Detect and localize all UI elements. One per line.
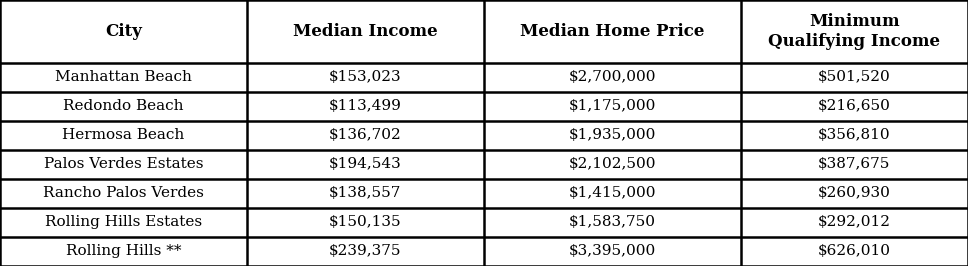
Text: $1,583,750: $1,583,750: [569, 215, 655, 229]
Text: $138,557: $138,557: [329, 186, 402, 200]
Text: Palos Verdes Estates: Palos Verdes Estates: [44, 157, 203, 171]
Text: $194,543: $194,543: [329, 157, 402, 171]
Text: $387,675: $387,675: [818, 157, 891, 171]
Text: City: City: [105, 23, 142, 40]
Text: Median Home Price: Median Home Price: [520, 23, 705, 40]
Text: $216,650: $216,650: [818, 99, 891, 113]
Text: $501,520: $501,520: [818, 70, 891, 84]
Text: Manhattan Beach: Manhattan Beach: [55, 70, 192, 84]
Text: Minimum
Qualifying Income: Minimum Qualifying Income: [769, 13, 940, 49]
Text: $153,023: $153,023: [329, 70, 402, 84]
Text: Rolling Hills Estates: Rolling Hills Estates: [45, 215, 202, 229]
Text: $3,395,000: $3,395,000: [568, 244, 656, 259]
Text: Rancho Palos Verdes: Rancho Palos Verdes: [43, 186, 204, 200]
Text: $1,935,000: $1,935,000: [568, 128, 656, 142]
Text: $150,135: $150,135: [329, 215, 402, 229]
Text: $2,700,000: $2,700,000: [568, 70, 656, 84]
Text: $1,415,000: $1,415,000: [568, 186, 656, 200]
Text: $2,102,500: $2,102,500: [568, 157, 656, 171]
Text: $1,175,000: $1,175,000: [568, 99, 656, 113]
Text: Rolling Hills **: Rolling Hills **: [66, 244, 181, 259]
Text: $239,375: $239,375: [329, 244, 402, 259]
Text: $136,702: $136,702: [329, 128, 402, 142]
Text: Redondo Beach: Redondo Beach: [63, 99, 184, 113]
Text: $260,930: $260,930: [818, 186, 891, 200]
Text: $626,010: $626,010: [818, 244, 891, 259]
Text: $292,012: $292,012: [818, 215, 891, 229]
Text: Hermosa Beach: Hermosa Beach: [62, 128, 185, 142]
Text: $356,810: $356,810: [818, 128, 891, 142]
Text: $113,499: $113,499: [329, 99, 402, 113]
Text: Median Income: Median Income: [293, 23, 438, 40]
